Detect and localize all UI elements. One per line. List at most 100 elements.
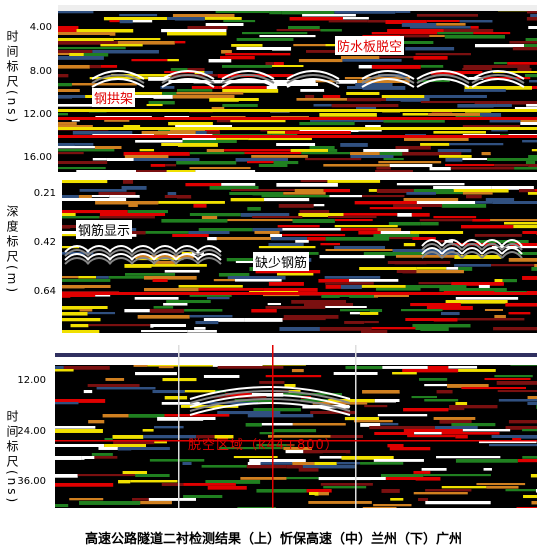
- radar-texture: [132, 477, 179, 481]
- radar-texture: [505, 489, 536, 492]
- radar-texture: [69, 53, 84, 57]
- radar-texture: [523, 495, 537, 499]
- radar-texture: [230, 198, 265, 202]
- radar-texture: [71, 83, 137, 86]
- radar-texture: [395, 146, 431, 150]
- radar-texture: [359, 453, 383, 456]
- radar-texture: [261, 195, 330, 198]
- radar-texture: [133, 158, 200, 162]
- radar-texture: [259, 35, 316, 38]
- radar-texture: [468, 480, 500, 483]
- radar-texture: [58, 83, 72, 87]
- radar-texture: [522, 429, 537, 432]
- radar-texture: [86, 253, 112, 261]
- radar-texture: [476, 240, 529, 244]
- radar-texture: [300, 167, 368, 170]
- radar-texture: [189, 390, 351, 404]
- radar-texture: [433, 131, 486, 134]
- radar-texture: [58, 89, 80, 93]
- radar-texture: [58, 149, 115, 152]
- radar-texture: [462, 158, 488, 161]
- radar-texture: [202, 306, 266, 309]
- radar-texture: [255, 270, 321, 274]
- radar-texture: [503, 207, 532, 210]
- radar-texture: [176, 161, 237, 165]
- radar-texture: [164, 396, 188, 400]
- radar-texture: [481, 251, 503, 259]
- annotation: 钢拱架: [92, 88, 136, 107]
- radar-texture: [124, 155, 169, 159]
- radar-texture: [64, 245, 90, 253]
- radar-texture: [455, 459, 518, 463]
- radar-texture: [91, 78, 145, 88]
- radar-texture: [534, 189, 537, 192]
- radar-texture: [489, 119, 521, 123]
- radar-texture: [292, 219, 335, 223]
- radar-texture: [304, 312, 350, 316]
- radar-texture: [87, 384, 140, 387]
- radar-texture: [257, 104, 314, 107]
- radar-texture: [493, 29, 537, 33]
- radar-texture: [489, 444, 537, 447]
- radar-texture: [449, 405, 498, 409]
- radar-texture: [165, 164, 177, 167]
- radar-texture: [113, 441, 155, 445]
- radar-texture: [104, 444, 147, 448]
- radar-texture: [307, 237, 326, 241]
- radar-texture: [522, 231, 537, 234]
- radar-texture: [412, 237, 436, 241]
- radar-texture: [209, 98, 259, 102]
- radar-texture: [341, 456, 394, 460]
- radar-texture: [458, 267, 473, 271]
- radar-texture: [364, 405, 388, 408]
- radar-texture: [381, 101, 401, 105]
- radar-texture: [72, 131, 133, 135]
- radar-texture: [76, 29, 134, 33]
- radar-texture: [501, 251, 523, 259]
- radar-texture: [231, 294, 263, 297]
- radar-texture: [361, 285, 406, 288]
- radar-texture: [282, 234, 346, 237]
- radar-texture: [461, 247, 483, 255]
- tick-label: 4.00: [29, 22, 52, 33]
- radar-texture: [55, 456, 82, 460]
- radar-texture: [55, 399, 106, 403]
- radar-texture: [270, 234, 283, 238]
- radar-texture: [501, 247, 523, 255]
- radar-texture: [208, 59, 232, 63]
- radar-texture: [62, 216, 100, 219]
- radar-texture: [78, 195, 92, 199]
- radar-texture: [205, 23, 244, 27]
- radar-texture: [313, 414, 350, 417]
- radar-texture: [290, 474, 320, 477]
- radar-texture: [387, 330, 421, 333]
- radar-texture: [461, 239, 483, 247]
- radar-texture: [289, 17, 344, 21]
- radar-texture: [55, 417, 103, 420]
- radar-texture: [331, 489, 373, 492]
- radar-texture: [527, 396, 537, 400]
- radar-texture: [91, 70, 145, 80]
- axis-label: 时间标尺(ns): [5, 30, 19, 126]
- radar-texture: [126, 198, 177, 202]
- radar-texture: [130, 257, 156, 265]
- radar-texture: [124, 273, 176, 276]
- radar-texture: [152, 390, 185, 394]
- radar-texture: [198, 228, 253, 232]
- radar-texture: [256, 444, 295, 447]
- radar-texture: [536, 231, 537, 235]
- radar-texture: [530, 474, 537, 478]
- radar-texture: [311, 324, 377, 328]
- radar-texture: [64, 253, 90, 261]
- radar-texture: [62, 318, 101, 322]
- radar-texture: [74, 143, 94, 146]
- radar-texture: [376, 167, 391, 170]
- radar-texture: [178, 285, 243, 288]
- radar-texture: [184, 107, 212, 110]
- radar-texture: [62, 273, 125, 276]
- radar-texture: [62, 180, 108, 184]
- radar-texture: [528, 26, 537, 30]
- radar-texture: [501, 239, 523, 247]
- radar-texture: [187, 282, 229, 286]
- radar-texture: [195, 498, 252, 501]
